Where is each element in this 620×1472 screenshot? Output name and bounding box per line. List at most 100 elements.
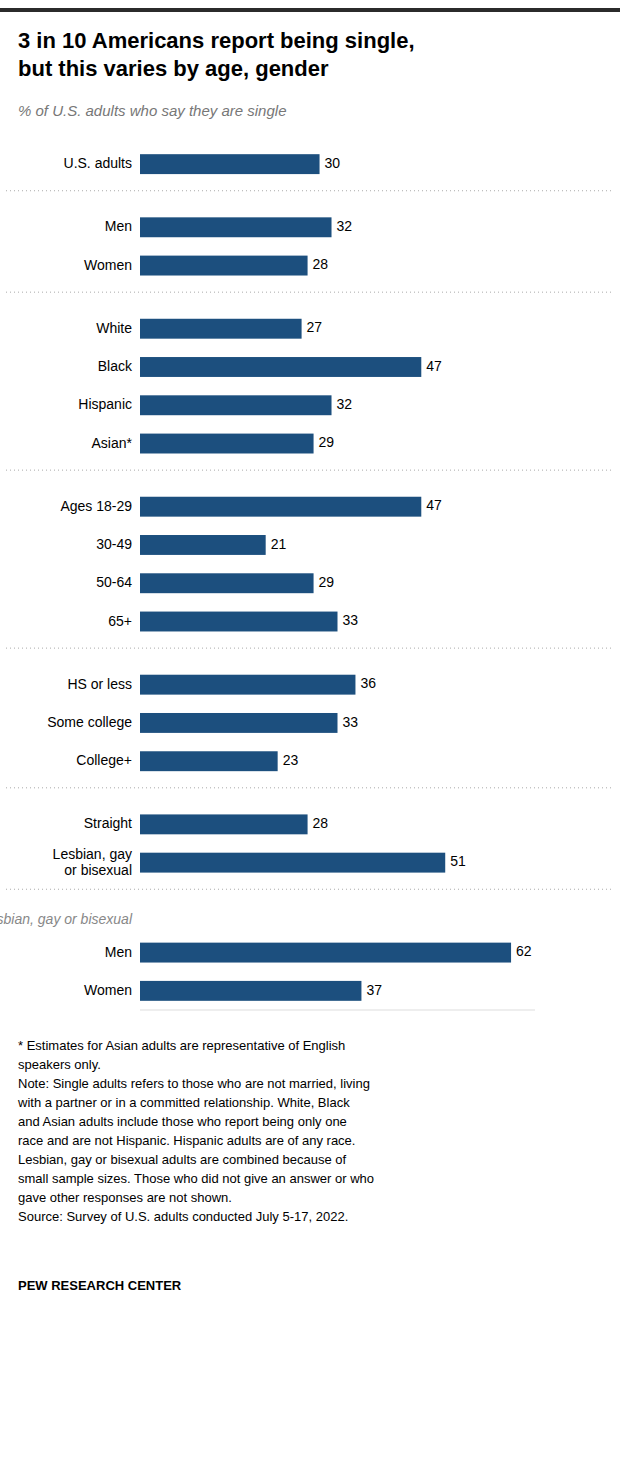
text-line: 30-49 [96,536,132,552]
bar [140,981,361,1001]
x-axis-line [140,1010,535,1011]
text-line: Black [98,358,133,374]
data-label: 30 [325,155,341,171]
bar [140,713,338,733]
text-line: Women [84,982,132,998]
data-label: 29 [319,434,335,450]
bar [140,943,511,963]
text-line: small sample sizes. Those who did not gi… [18,1171,374,1186]
category-label: HS or less [67,675,132,691]
top-rule [0,8,620,12]
title: 3 in 10 Americans report being single, bu… [18,28,415,81]
chart: 3 in 10 Americans report being single, bu… [0,0,620,1472]
data-label: 23 [283,752,299,768]
source: PEW RESEARCH CENTER [18,1278,182,1293]
category-label: Asian* [92,434,133,450]
bar [140,395,332,415]
category-label: 65+ [108,612,132,628]
text-line: Hispanic [78,396,132,412]
data-label: 32 [337,396,353,412]
category-label: Straight [84,815,132,831]
text-line: Men [105,943,132,959]
bar [140,853,445,873]
bar [140,434,314,454]
bar [140,154,320,174]
text-line: Lesbian, gay [53,845,132,861]
data-label: 47 [426,497,442,513]
category-label: U.S. adults [64,155,132,171]
category-label: College+ [76,752,132,768]
category-label: Hispanic [78,396,132,412]
data-label: 29 [319,574,335,590]
text-line: Note: Single adults refers to those who … [18,1076,370,1091]
bar [140,751,278,771]
text-line: Some college [47,714,132,730]
bar [140,357,421,377]
text-line: Women [84,256,132,272]
text-line: race and are not Hispanic. Hispanic adul… [18,1133,355,1148]
category-label: Some college [47,714,132,730]
separators [6,191,614,890]
text-line: White [96,319,132,335]
text-line: HS or less [67,675,132,691]
data-label: 62 [516,943,532,959]
bar [140,675,355,695]
text-line: 50-64 [96,574,132,590]
group-label: Lesbian, gay or bisexual [0,911,133,927]
text-line: Lesbian, gay or bisexual adults are comb… [18,1152,346,1167]
text-line: Men [105,218,132,234]
category-label: 50-64 [96,574,132,590]
bar [140,497,421,517]
category-label: Men [105,943,132,959]
text-line: or bisexual [64,861,132,877]
text-line: Ages 18-29 [60,497,132,513]
group-separator [6,292,614,293]
category-label: Black [98,358,133,374]
bar [140,535,266,555]
group-separator [6,889,614,890]
category-label: Women [84,982,132,998]
data-label: 37 [366,982,382,998]
labels: 30 U.S. adults 32 Men 28 Women 27 White 47 Black 3… [0,155,532,998]
category-label: 30-49 [96,536,132,552]
data-label: 33 [343,612,359,628]
bar [140,573,314,593]
group-separator [6,470,614,471]
category-label: Women [84,256,132,272]
text-line: Straight [84,815,132,831]
group-separator [6,648,614,649]
data-label: 21 [271,536,287,552]
text-line: 3 in 10 Americans report being single, [18,28,415,53]
bars [140,154,511,1001]
text-line: Source: Survey of U.S. adults conducted … [18,1209,348,1224]
category-label: Men [105,218,132,234]
bar [140,256,308,276]
text-line: with a partner or in a committed relatio… [17,1095,350,1110]
text-line: * Estimates for Asian adults are represe… [18,1038,345,1053]
text-line: gave other responses are not shown. [18,1190,232,1205]
category-label: White [96,319,132,335]
category-label: Ages 18-29 [60,497,132,513]
bar [140,814,308,834]
data-label: 33 [343,714,359,730]
bar [140,319,302,339]
data-label: 51 [450,853,466,869]
group-separator [6,787,614,788]
data-label: 32 [337,218,353,234]
text-line: 65+ [108,612,132,628]
data-label: 36 [360,675,376,691]
footnotes: * Estimates for Asian adults are represe… [17,1038,374,1224]
text-line: College+ [76,752,132,768]
text-line: speakers only. [18,1057,101,1072]
data-label: 47 [426,358,442,374]
data-label: 28 [313,815,329,831]
background [0,0,620,1472]
subtitle: % of U.S. adults who say they are single [18,102,286,119]
data-label: 28 [313,256,329,272]
text-line: and Asian adults include those who repor… [18,1114,347,1129]
category-label: Lesbian, gayor bisexual [53,845,132,877]
data-label: 27 [307,319,323,335]
text-line: but this varies by age, gender [18,56,329,81]
bar [140,217,332,237]
group-separator [6,190,614,191]
